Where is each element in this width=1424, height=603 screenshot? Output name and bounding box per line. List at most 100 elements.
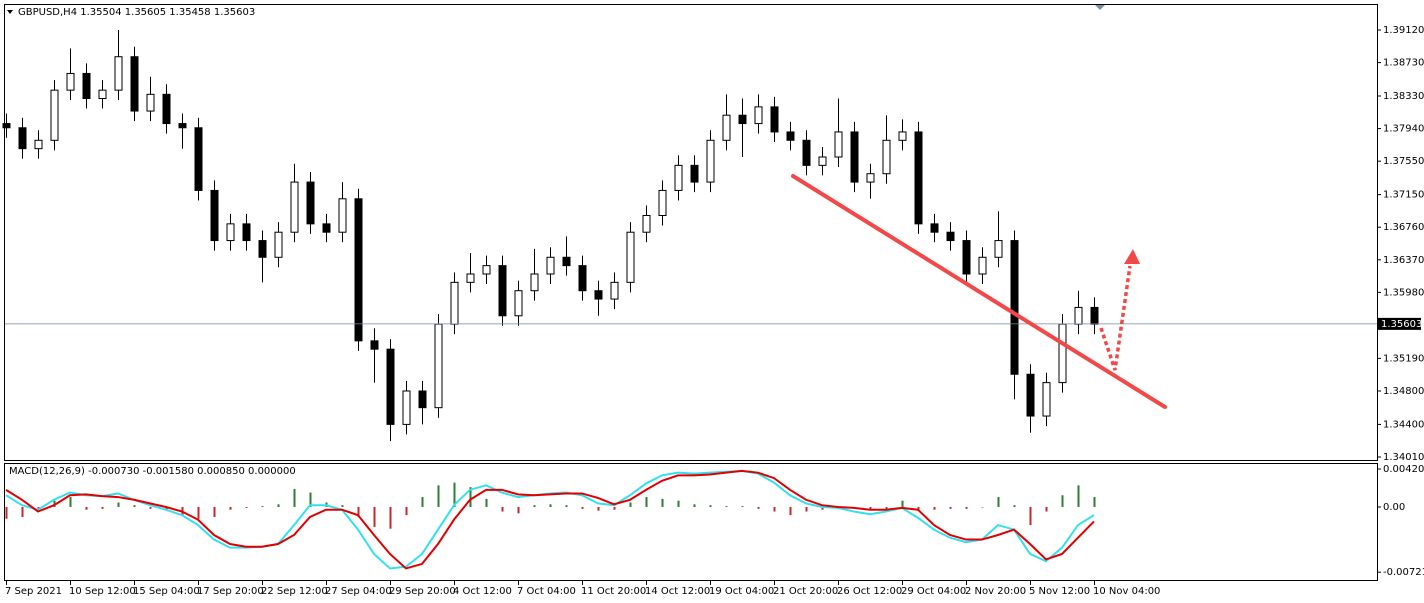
y-tick-label: 0.00	[1383, 502, 1405, 513]
candle-body	[818, 156, 827, 166]
histogram-bar	[1061, 495, 1064, 508]
candle-body	[466, 273, 475, 283]
candle-body	[834, 131, 843, 158]
y-tick-label: 1.35980	[1383, 287, 1424, 298]
histogram-bar	[1029, 507, 1032, 526]
histogram-bar	[725, 506, 728, 508]
histogram-bar	[869, 507, 872, 510]
candle-body	[114, 56, 123, 91]
histogram-bar	[661, 498, 664, 508]
y-tick-label: 1.37150	[1383, 190, 1424, 201]
menu-arrow[interactable]	[7, 10, 13, 14]
candle-body	[610, 281, 619, 300]
candle-body	[898, 131, 907, 141]
x-tick-label: 7 Oct 04:00	[517, 586, 576, 597]
candle-body	[962, 240, 971, 275]
histogram-bar	[117, 502, 120, 508]
y-tick-label: 1.37940	[1383, 124, 1424, 135]
candle-body	[594, 290, 603, 300]
signal-line	[5, 469, 1095, 570]
candle-body	[1058, 323, 1067, 384]
histogram-bar	[773, 507, 776, 512]
histogram-bar	[245, 507, 248, 508]
candle-body	[946, 231, 955, 242]
candle-body	[706, 139, 715, 183]
x-tick-label: 14 Oct 12:00	[645, 586, 710, 597]
candle-body	[338, 198, 347, 233]
histogram-bar	[21, 507, 24, 517]
candle-body	[418, 390, 427, 409]
last-price-label: 1.35603	[1381, 319, 1422, 330]
projection-arrow	[1099, 265, 1132, 371]
candle-body	[578, 265, 587, 292]
histogram-bar	[453, 482, 456, 508]
candle-body	[802, 139, 811, 166]
candle-body	[738, 114, 747, 125]
x-tick-label: 26 Oct 12:00	[837, 586, 902, 597]
y-tick-label: 1.39120	[1383, 25, 1424, 36]
x-tick-label: 5 Nov 12:00	[1029, 586, 1090, 597]
x-tick-label: 11 Oct 20:00	[581, 586, 646, 597]
y-tick-label: 1.36760	[1383, 222, 1424, 233]
y-tick-label: 1.34400	[1383, 419, 1424, 430]
trend-line	[791, 174, 1167, 409]
x-tick-label: 29 Sep 20:00	[389, 586, 456, 597]
histogram-bar	[501, 507, 504, 512]
plot-area: 1.39120 1.38730 1.38330 1.37940 1.37550 1.371…	[2, 25, 1424, 597]
histogram-bar	[149, 507, 152, 509]
histogram-bar	[69, 497, 72, 508]
y-tick-label: 1.38330	[1383, 91, 1424, 102]
last-price-tag	[1378, 317, 1421, 330]
histogram-bar	[85, 507, 88, 510]
histogram-bar	[965, 507, 968, 509]
histogram-bar	[5, 507, 8, 519]
histogram-bar	[997, 497, 1000, 508]
x-tick-label: 10 Nov 04:00	[1093, 586, 1160, 597]
candle-body	[434, 323, 443, 409]
histogram-bar	[165, 507, 168, 511]
candle-body	[1042, 382, 1051, 417]
histogram-bar	[277, 504, 280, 508]
histogram-bar	[341, 505, 344, 508]
candle-body	[370, 340, 379, 350]
candle-body	[66, 72, 75, 91]
x-tick-label: 15 Sep 04:00	[133, 586, 200, 597]
histogram-bar	[613, 507, 616, 510]
histogram-bar	[645, 497, 648, 508]
y-tick-label: 1.34010	[1383, 452, 1424, 463]
candle-body	[50, 89, 59, 141]
histogram-bar	[581, 507, 584, 509]
histogram-bar	[517, 507, 520, 514]
histogram-bar	[1045, 507, 1048, 512]
candle-body	[1090, 306, 1099, 325]
candle-body	[914, 131, 923, 225]
candle-body	[242, 223, 251, 242]
candle-body	[546, 256, 555, 275]
x-tick-label: 4 Oct 12:00	[453, 586, 512, 597]
macd-title: MACD(12,26,9) -0.000730 -0.001580 0.0008…	[9, 466, 296, 477]
y-tick-label: -0.007217	[1383, 567, 1424, 578]
histogram-bar	[549, 504, 552, 508]
histogram-bar	[533, 505, 536, 508]
histogram-bar	[485, 498, 488, 508]
y-tick-label: 1.36370	[1383, 255, 1424, 266]
candle-body	[34, 139, 43, 150]
y-tick-label: 1.37550	[1383, 156, 1424, 167]
candle-body	[98, 89, 107, 100]
histogram-bar	[229, 507, 232, 510]
candle-body	[226, 223, 235, 242]
candle-body	[210, 189, 219, 242]
candle-body	[754, 106, 763, 125]
histogram-bar	[197, 507, 200, 519]
histogram-bar	[1093, 497, 1096, 508]
histogram-bar	[373, 507, 376, 527]
histogram-bar	[421, 497, 424, 508]
candle-body	[178, 123, 187, 129]
candle-body	[290, 181, 299, 233]
shift-marker[interactable]	[1095, 5, 1105, 10]
histogram-bar	[757, 507, 760, 509]
candle-body	[322, 223, 331, 233]
candle-body	[402, 390, 411, 425]
candle-body	[1026, 373, 1035, 417]
